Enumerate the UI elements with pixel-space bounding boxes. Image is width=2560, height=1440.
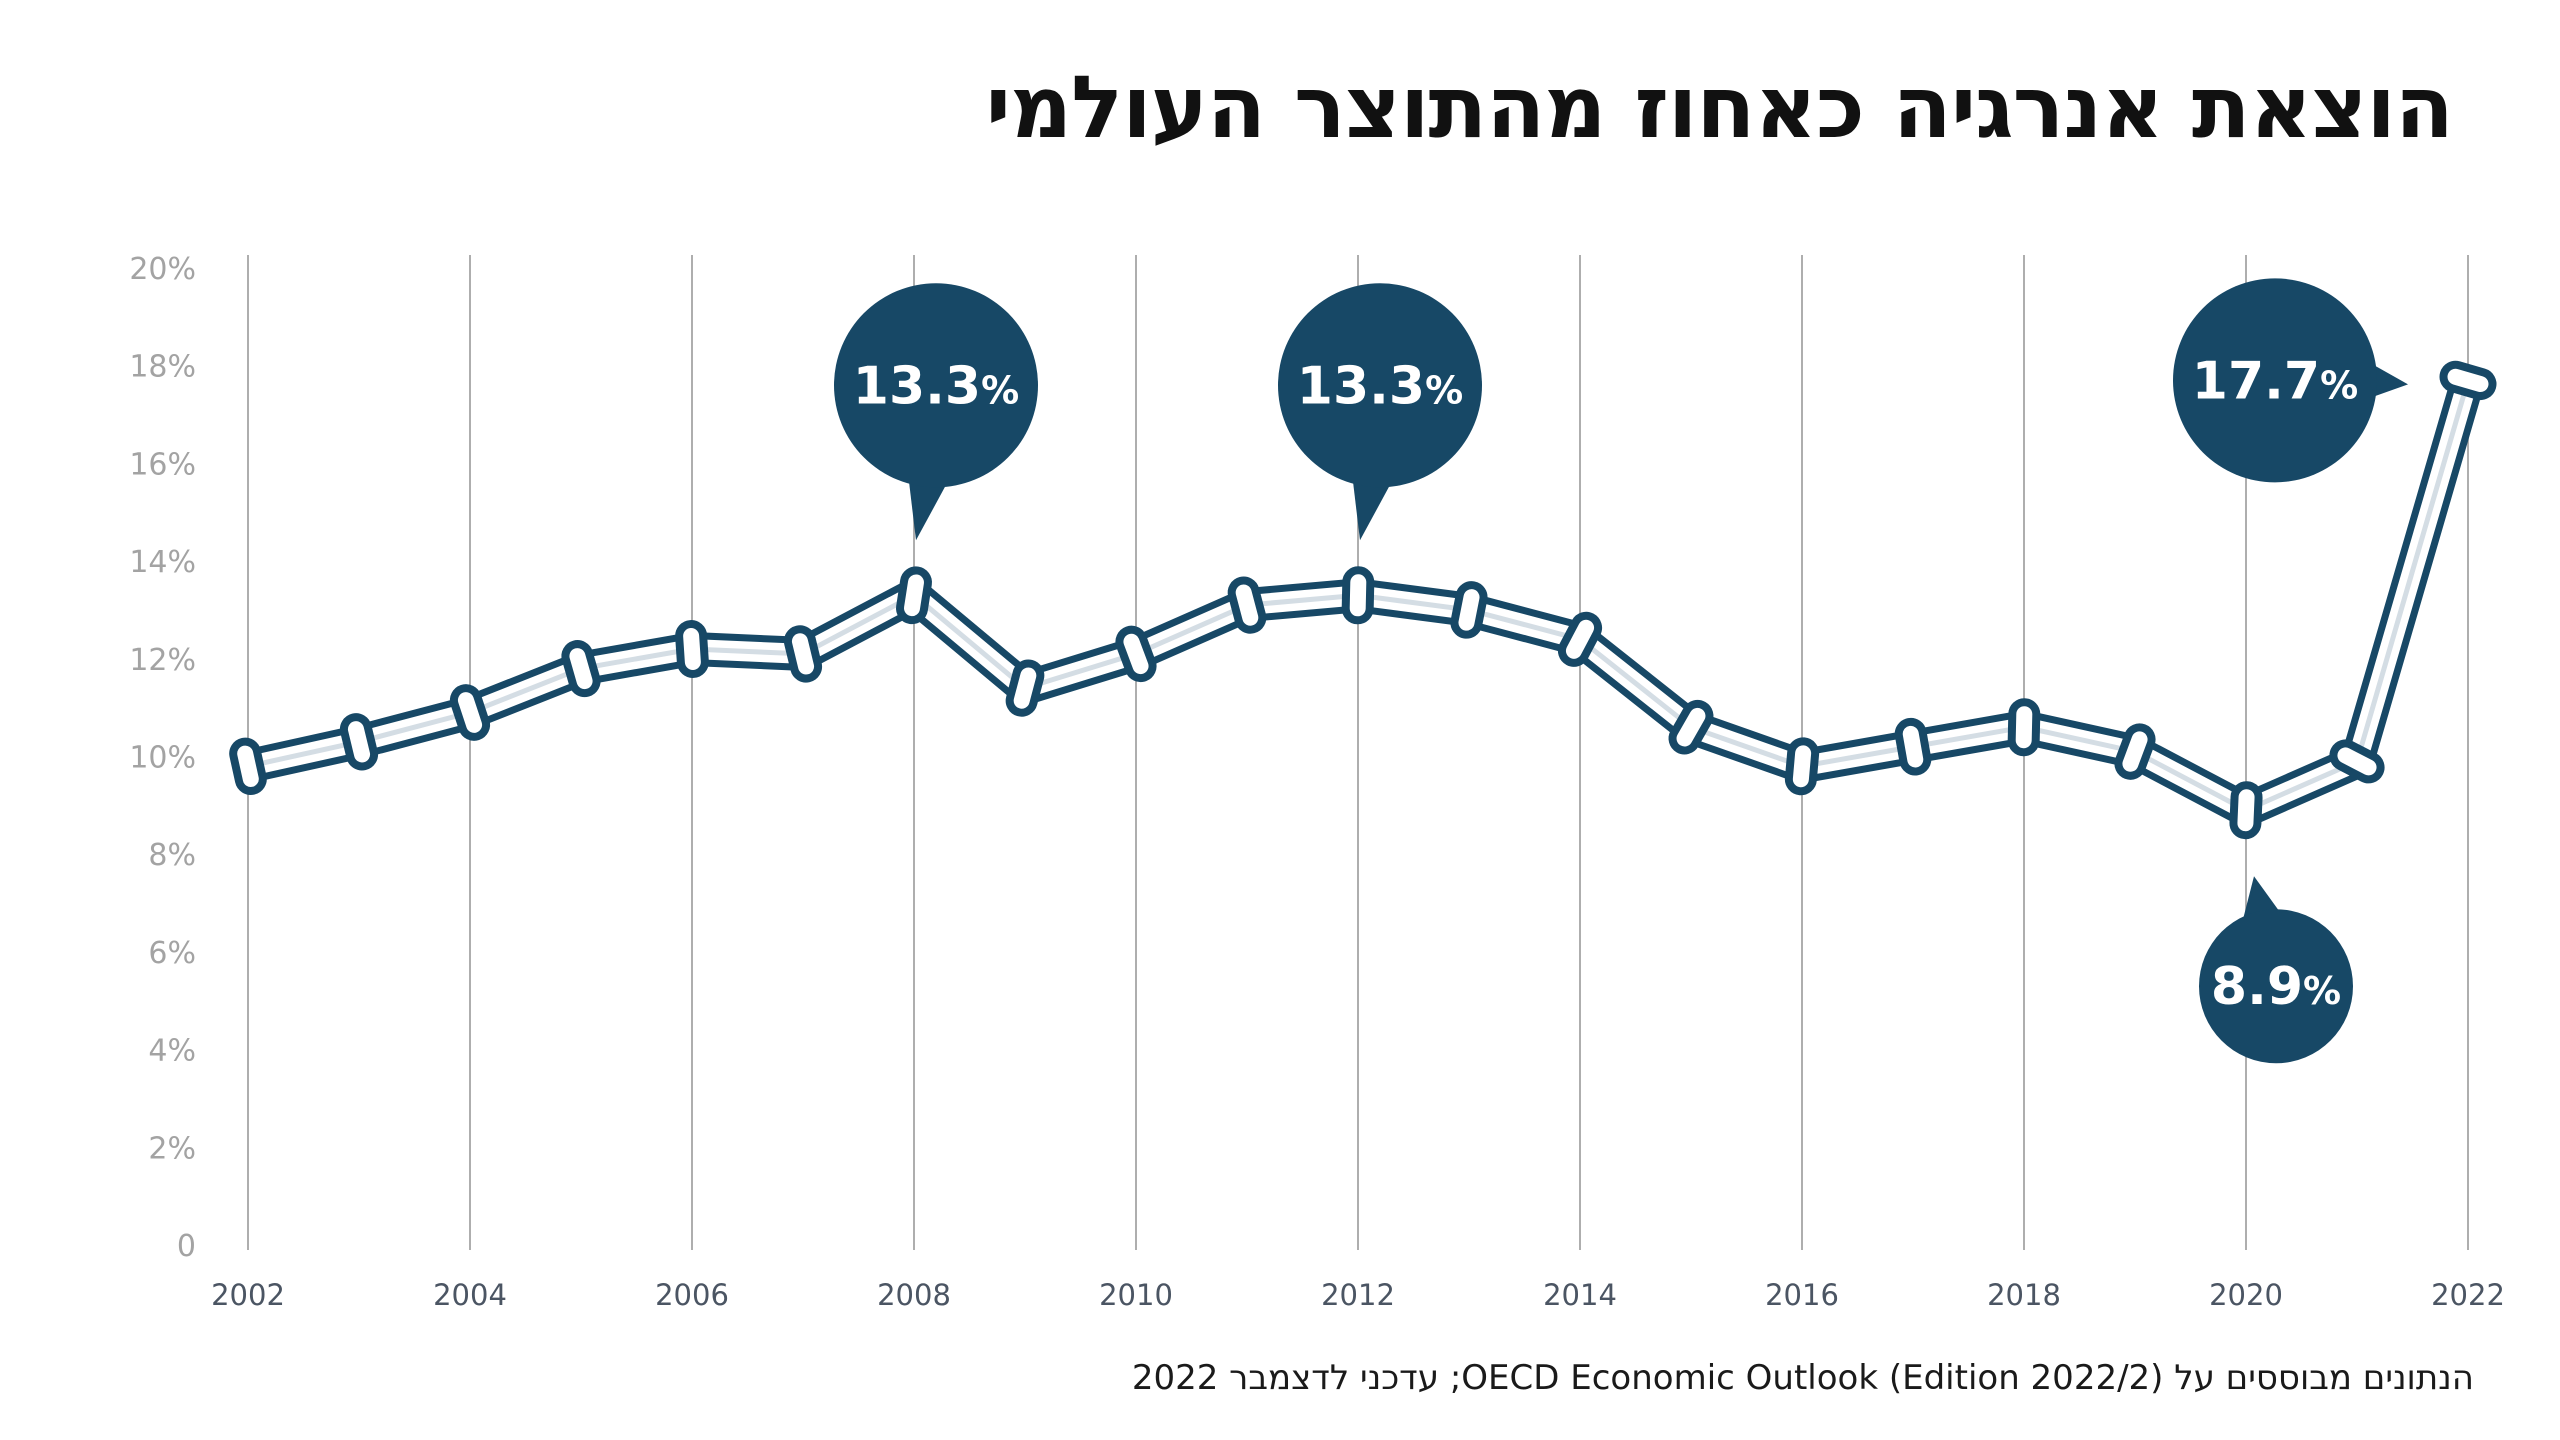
data-point-marker <box>1115 625 1157 683</box>
data-point <box>2114 723 2156 780</box>
data-point <box>561 640 601 698</box>
callout-unit: % <box>1425 368 1463 412</box>
data-point <box>1894 717 1932 776</box>
callout-bubble <box>834 283 1038 488</box>
data-point-marker <box>1557 611 1603 667</box>
source-note: הנתונים מבוססים על OECD Economic Outlook… <box>1131 1358 2474 1398</box>
data-point <box>2329 739 2385 784</box>
data-point <box>2229 781 2263 840</box>
data-point <box>896 566 932 625</box>
x-tick-label: 2020 <box>2209 1278 2283 1312</box>
data-point <box>783 625 823 683</box>
data-point-marker <box>2114 723 2156 780</box>
data-point <box>1668 699 1714 755</box>
data-point-marker <box>1450 581 1488 639</box>
data-point-marker <box>2229 781 2263 840</box>
y-tick-label: 6% <box>148 936 196 971</box>
callout-value: 13.3% <box>853 356 1019 416</box>
data-point-marker <box>449 684 491 741</box>
chart-title: הוצאת אנרגיה כאחוז מהתוצר העולמי <box>985 58 2454 158</box>
data-point-marker <box>2439 360 2497 401</box>
data-point-marker <box>1341 566 1375 625</box>
x-tick-label: 2018 <box>1987 1278 2061 1312</box>
callout-bubble <box>2199 909 2353 1064</box>
y-tick-label: 0 <box>177 1229 196 1264</box>
callout-unit: % <box>2303 969 2341 1013</box>
data-point <box>339 713 379 771</box>
x-tick-label: 2014 <box>1543 1278 1617 1312</box>
value-callout: 8.9% <box>2199 876 2353 1064</box>
callout-pointer <box>1352 473 1392 541</box>
data-point-marker <box>896 566 932 625</box>
callout-bubble <box>1278 283 1482 488</box>
y-tick-label: 14% <box>129 545 196 580</box>
data-point-marker <box>339 713 379 771</box>
data-point-marker <box>783 625 823 683</box>
data-point <box>449 684 491 741</box>
value-callout: 13.3% <box>834 283 1038 541</box>
y-tick-label: 16% <box>129 447 196 482</box>
data-point <box>1115 625 1157 683</box>
data-point <box>2007 698 2041 757</box>
data-point-markers <box>229 360 2497 840</box>
x-tick-label: 2006 <box>655 1278 729 1312</box>
data-point <box>1341 566 1375 625</box>
callout-number: 8.9 <box>2211 957 2303 1017</box>
callout-value: 8.9% <box>2211 957 2341 1017</box>
data-point-marker <box>561 640 601 698</box>
callout-number: 17.7 <box>2192 351 2320 411</box>
y-tick-label: 20% <box>129 252 196 287</box>
value-callout: 13.3% <box>1278 283 1482 541</box>
data-point-marker <box>675 620 709 678</box>
callout-number: 13.3 <box>1297 356 1425 416</box>
data-point-marker <box>1668 699 1714 755</box>
x-tick-label: 2002 <box>211 1278 285 1312</box>
data-point-marker <box>1894 717 1932 776</box>
value-callouts: 13.3% 13.3% 17.7%8.9% <box>834 278 2408 1064</box>
x-axis-ticks: 2002 2004 2006 2008 2010 2012 2014 2016 2018 2020… <box>211 1278 2505 1312</box>
x-tick-label: 2010 <box>1099 1278 1173 1312</box>
y-tick-label: 18% <box>129 350 196 385</box>
value-callout: 17.7% <box>2173 278 2408 483</box>
data-point <box>2439 360 2497 401</box>
x-tick-label: 2016 <box>1765 1278 1839 1312</box>
data-point <box>229 737 267 795</box>
x-tick-label: 2022 <box>2431 1278 2505 1312</box>
x-tick-label: 2012 <box>1321 1278 1395 1312</box>
x-tick-label: 2004 <box>433 1278 507 1312</box>
data-point <box>1450 581 1488 639</box>
data-point <box>1784 737 1820 796</box>
callout-value: 13.3% <box>1297 356 1463 416</box>
y-tick-label: 2% <box>148 1131 196 1166</box>
x-tick-label: 2008 <box>877 1278 951 1312</box>
callout-value: 17.7% <box>2192 351 2358 411</box>
y-axis-ticks: 0 2% 4% 6% 8% 10% 12% 14% 16% 18% 20% <box>129 252 196 1264</box>
data-point-marker <box>1005 659 1045 717</box>
callout-unit: % <box>981 368 1019 412</box>
data-point <box>1557 611 1603 667</box>
data-point-marker <box>1227 576 1267 634</box>
data-point <box>1227 576 1267 634</box>
data-point-marker <box>1784 737 1820 796</box>
data-point <box>1005 659 1045 717</box>
data-point-marker <box>2329 739 2385 784</box>
gridlines <box>247 255 2469 1250</box>
y-tick-label: 4% <box>148 1034 196 1069</box>
y-tick-label: 10% <box>129 741 196 776</box>
y-tick-label: 12% <box>129 643 196 678</box>
data-point-marker <box>229 737 267 795</box>
callout-number: 13.3 <box>853 356 981 416</box>
data-point-marker <box>2007 698 2041 757</box>
y-tick-label: 8% <box>148 838 196 873</box>
callout-bubble <box>2173 278 2377 483</box>
callout-unit: % <box>2320 363 2358 407</box>
callout-pointer <box>908 473 948 541</box>
data-point <box>675 620 709 678</box>
